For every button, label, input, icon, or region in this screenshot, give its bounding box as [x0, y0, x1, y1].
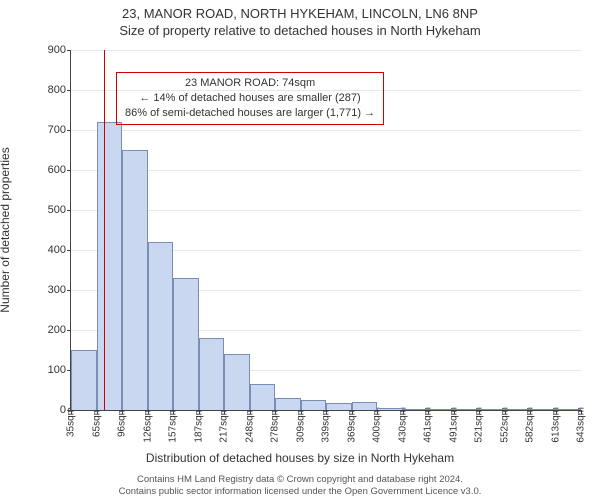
histogram-bar — [199, 338, 225, 410]
ytick-label: 600 — [36, 164, 66, 176]
histogram-bar — [403, 409, 429, 410]
histogram-bar — [556, 409, 582, 410]
grid-line — [71, 170, 581, 171]
ytick-label: 300 — [36, 284, 66, 296]
xtick-label: 582sqm — [525, 407, 536, 443]
xtick-label: 157sqm — [168, 407, 179, 443]
ytick-mark — [67, 170, 71, 171]
xtick-label: 339sqm — [321, 407, 332, 443]
histogram-bar — [275, 398, 301, 410]
xtick-label: 613sqm — [550, 407, 561, 443]
ytick-label: 100 — [36, 364, 66, 376]
ytick-mark — [67, 330, 71, 331]
ytick-mark — [67, 250, 71, 251]
histogram-bar — [377, 408, 403, 410]
ytick-label: 0 — [36, 404, 66, 416]
histogram-bar — [428, 409, 454, 410]
ytick-label: 200 — [36, 324, 66, 336]
ytick-mark — [67, 210, 71, 211]
xtick-label: 369sqm — [346, 407, 357, 443]
xtick-label: 96sqm — [117, 407, 128, 437]
annotation-box: 23 MANOR ROAD: 74sqm← 14% of detached ho… — [116, 72, 384, 125]
xtick-label: 248sqm — [244, 407, 255, 443]
ytick-mark — [67, 290, 71, 291]
histogram-bar — [352, 402, 378, 410]
histogram-bar — [530, 409, 556, 410]
x-axis-label: Distribution of detached houses by size … — [0, 451, 600, 465]
annotation-line: 86% of semi-detached houses are larger (… — [125, 106, 375, 121]
xtick-label: 217sqm — [219, 407, 230, 443]
xtick-label: 65sqm — [91, 407, 102, 437]
footer-line-2: Contains public sector information licen… — [0, 486, 600, 498]
footer-line-1: Contains HM Land Registry data © Crown c… — [0, 474, 600, 486]
chart-container: { "titles": { "line1": "23, MANOR ROAD, … — [0, 0, 600, 500]
xtick-label: 278sqm — [270, 407, 281, 443]
ytick-label: 500 — [36, 204, 66, 216]
grid-line — [71, 50, 581, 51]
histogram-bar — [122, 150, 148, 410]
chart-title-address: 23, MANOR ROAD, NORTH HYKEHAM, LINCOLN, … — [0, 0, 600, 21]
xtick-label: 552sqm — [499, 407, 510, 443]
xtick-label: 491sqm — [448, 407, 459, 443]
ytick-label: 700 — [36, 124, 66, 136]
xtick-label: 461sqm — [423, 407, 434, 443]
histogram-bar — [505, 409, 531, 410]
xtick-label: 35sqm — [66, 407, 77, 437]
xtick-label: 126sqm — [142, 407, 153, 443]
ytick-label: 800 — [36, 84, 66, 96]
footer-attribution: Contains HM Land Registry data © Crown c… — [0, 474, 600, 498]
xtick-label: 643sqm — [576, 407, 587, 443]
property-marker-line — [104, 50, 105, 410]
histogram-bar — [224, 354, 250, 410]
annotation-line: ← 14% of detached houses are smaller (28… — [125, 91, 375, 106]
histogram-bar — [173, 278, 199, 410]
ytick-mark — [67, 50, 71, 51]
histogram-bar — [479, 409, 505, 410]
histogram-bar — [71, 350, 97, 410]
grid-line — [71, 210, 581, 211]
ytick-mark — [67, 130, 71, 131]
xtick-label: 309sqm — [295, 407, 306, 443]
xtick-label: 430sqm — [397, 407, 408, 443]
ytick-mark — [67, 90, 71, 91]
plot-area: 010020030040050060070080090035sqm65sqm96… — [70, 50, 581, 411]
ytick-label: 900 — [36, 44, 66, 56]
xtick-label: 521sqm — [474, 407, 485, 443]
histogram-bar — [97, 122, 123, 410]
xtick-label: 187sqm — [193, 407, 204, 443]
histogram-bar — [301, 400, 327, 410]
histogram-bar — [148, 242, 174, 410]
histogram-bar — [454, 409, 480, 410]
chart-subtitle: Size of property relative to detached ho… — [0, 21, 600, 38]
histogram-bar — [326, 403, 352, 410]
y-axis-label: Number of detached properties — [0, 147, 12, 312]
histogram-bar — [250, 384, 276, 410]
grid-line — [71, 130, 581, 131]
xtick-label: 400sqm — [372, 407, 383, 443]
ytick-label: 400 — [36, 244, 66, 256]
annotation-line: 23 MANOR ROAD: 74sqm — [125, 76, 375, 91]
